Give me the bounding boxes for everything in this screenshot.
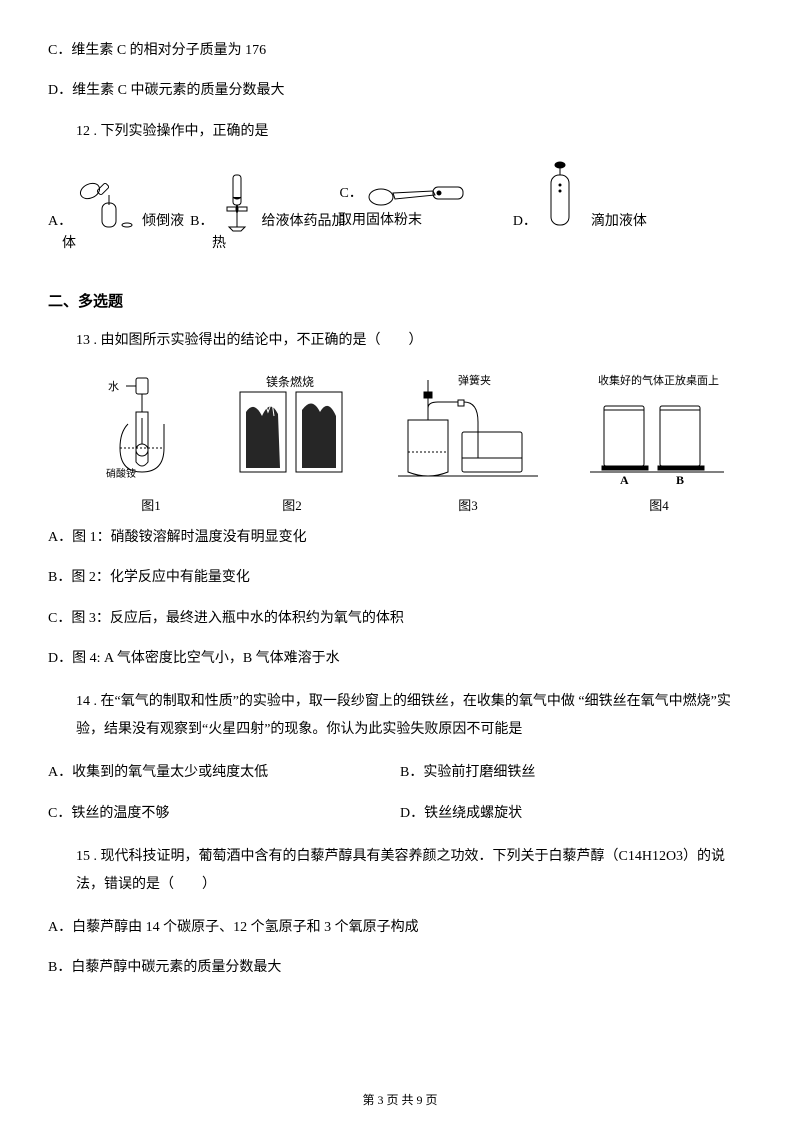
q15-opt-b: B．白藜芦醇中碳元素的质量分数最大 (48, 957, 752, 979)
q12-b-prefix: B． (190, 211, 213, 233)
q11-opt-d: D．维生素 C 中碳元素的质量分数最大 (48, 80, 752, 102)
section-2-header: 二、多选题 (48, 290, 752, 314)
q13-opt-a: A．图 1：硝酸铵溶解时温度没有明显变化 (48, 527, 752, 549)
q12-stem: 12 . 下列实验操作中，正确的是 (76, 121, 752, 143)
q12-a-prefix: A． (48, 211, 72, 233)
svg-text:硝酸铵: 硝酸铵 (106, 467, 136, 480)
q12-diagram-a (72, 173, 142, 233)
q12-c-text: 取用固体粉末 (338, 213, 422, 228)
q13-diagram-4: 收集好的气体正放桌面上 A B (584, 372, 734, 492)
q13-label-4: 图4 (649, 496, 669, 517)
q13-label-2: 图2 (282, 496, 302, 517)
svg-text:A: A (620, 473, 629, 487)
svg-text:收集好的气体正放桌面上: 收集好的气体正放桌面上 (598, 373, 719, 387)
q12-d-prefix: D． (513, 211, 537, 233)
q12-diagram-c (363, 177, 473, 213)
q15-opt-a: A．白藜芦醇由 14 个碳原子、12 个氢原子和 3 个氧原子构成 (48, 917, 752, 939)
svg-text:B: B (676, 473, 684, 487)
q12-c-prefix: C． (339, 183, 362, 205)
q15-stem: 15 . 现代科技证明，葡萄酒中含有的白藜芦醇具有美容养颜之功效．下列关于白藜芦… (76, 843, 752, 899)
q12-a-text2: 体 (62, 233, 212, 255)
q14-row2: C．铁丝的温度不够 D．铁丝绕成螺旋状 (48, 803, 752, 825)
q13-opt-d: D．图 4: A 气体密度比空气小，B 气体难溶于水 (48, 648, 752, 670)
svg-text:镁条燃烧: 镁条燃烧 (266, 374, 314, 389)
q12-a-text1: 倾倒液 (142, 214, 184, 229)
q13-label-1: 图1 (141, 496, 161, 517)
q13-opt-b: B．图 2：化学反应中有能量变化 (48, 567, 752, 589)
q13-label-3: 图3 (458, 496, 478, 517)
q13-diagram-1: 水 硝酸铵 (106, 372, 196, 492)
q12-b-text2: 热 (212, 233, 226, 255)
q13-diagram-2: 镁条燃烧 (232, 372, 352, 492)
page-footer: 第 3 页 共 9 页 (0, 1091, 800, 1110)
q13-stem: 13 . 由如图所示实验得出的结论中，不正确的是（ ） (76, 330, 752, 352)
q14-opt-a: A．收集到的氧气量太少或纯度太低 (48, 762, 400, 784)
q13-opt-c: C．图 3：反应后，最终进入瓶中水的体积约为氧气的体积 (48, 608, 752, 630)
q12-diagram-d (537, 161, 583, 233)
q14-row1: A．收集到的氧气量太少或纯度太低 B．实验前打磨细铁丝 (48, 762, 752, 784)
q12-d-text: 滴加液体 (591, 211, 647, 233)
q12-b-text1: 给液体药品加 (261, 214, 345, 229)
q13-diagram-3: 弹簧夹 (388, 372, 548, 492)
q13-diagram-row: 水 硝酸铵 图1 镁条燃烧 (88, 372, 752, 517)
q14-stem: 14 . 在“氧气的制取和性质”的实验中，取一段纱窗上的细铁丝，在收集的氧气中做… (76, 688, 752, 744)
q11-opt-c: C．维生素 C 的相对分子质量为 176 (48, 40, 752, 62)
q14-opt-c: C．铁丝的温度不够 (48, 803, 400, 825)
q12-diagram-b (213, 171, 261, 233)
q14-opt-d: D．铁丝绕成螺旋状 (400, 803, 752, 825)
q14-opt-b: B．实验前打磨细铁丝 (400, 762, 752, 784)
svg-text:水: 水 (108, 380, 119, 393)
svg-text:弹簧夹: 弹簧夹 (458, 373, 491, 387)
